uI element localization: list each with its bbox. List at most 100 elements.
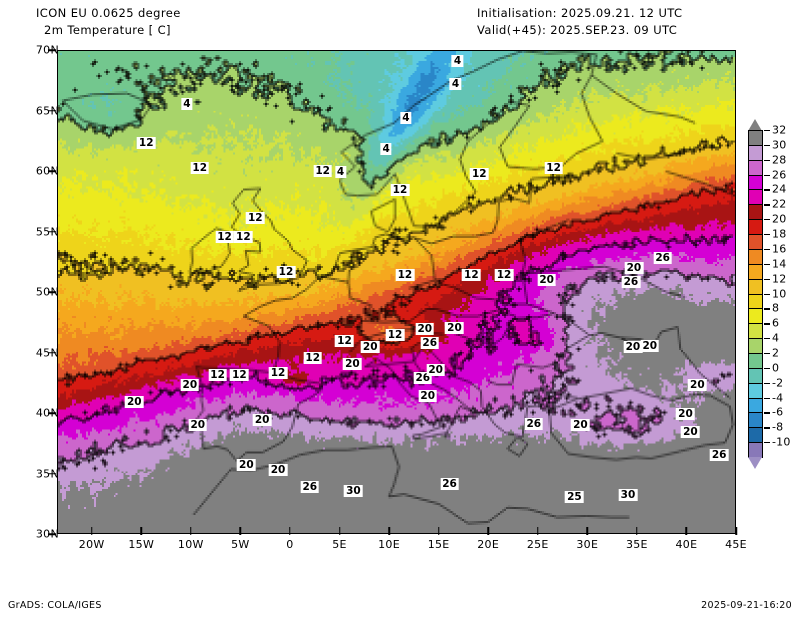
colorbar-segment	[748, 412, 763, 428]
contour-label: 26	[621, 276, 641, 289]
colorbar-tick-label: 32	[772, 123, 787, 137]
longitude-tick-mark	[239, 527, 242, 535]
latitude-tick-label: 50N	[36, 286, 59, 299]
colorbar-tick-label: 12	[772, 272, 787, 286]
contour-label: 20	[180, 378, 200, 391]
colorbar-tick-mark	[764, 248, 770, 251]
contour-label: 12	[136, 136, 156, 149]
contour-label: 12	[230, 369, 249, 382]
temperature-raster	[58, 51, 735, 533]
colorbar-tick-mark	[764, 427, 770, 429]
longitude-tick-label: 15E	[427, 538, 450, 551]
colorbar-tick-label: -2	[772, 376, 784, 390]
colorbar-segment	[748, 323, 763, 339]
latitude-tick-mark	[48, 170, 56, 172]
colorbar-segment	[748, 189, 763, 205]
contour-label: 4	[400, 111, 412, 124]
longitude-tick-mark	[586, 527, 589, 535]
latitude-tick-label: 35N	[36, 467, 59, 480]
longitude-tick-label: 20E	[477, 538, 500, 551]
longitude-tick-mark	[388, 527, 390, 535]
contour-label: 12	[190, 162, 210, 175]
contour-label: 20	[681, 426, 700, 439]
colorbar-segment	[748, 352, 763, 369]
colorbar-segment	[748, 278, 763, 295]
colorbar-segment	[748, 308, 763, 324]
contour-label: 20	[418, 389, 438, 402]
longitude-tick-mark	[437, 527, 440, 535]
latitude-tick-label: 55N	[36, 225, 59, 238]
colorbar-tick-label: 20	[772, 212, 787, 226]
colorbar-tick-label: 4	[772, 331, 780, 345]
contour-label: 12	[395, 268, 415, 281]
contour-label: 26	[440, 478, 459, 491]
latitude-tick-mark	[48, 533, 56, 535]
contour-label: 20	[426, 364, 445, 377]
colorbar-tick-mark	[764, 189, 770, 191]
latitude-tick-label: 40N	[36, 407, 59, 420]
contour-label: 20	[537, 273, 556, 286]
longitude-tick-mark	[289, 527, 291, 535]
latitude-tick-label: 65N	[36, 104, 59, 117]
contour-label: 12	[234, 231, 253, 244]
contour-label: 30	[344, 485, 363, 498]
latitude-tick-mark	[48, 351, 56, 354]
colorbar-tick-mark	[764, 412, 770, 414]
colorbar-tick-mark	[764, 159, 770, 162]
longitude-tick-label: 30E	[576, 538, 599, 551]
contour-label: 12	[215, 231, 234, 244]
contour-label: 25	[565, 491, 584, 504]
longitude-tick-label: 15W	[128, 538, 155, 551]
longitude-tick-label: 35E	[625, 538, 648, 551]
colorbar-tick-label: 24	[772, 182, 787, 196]
contour-label: 20	[676, 408, 695, 420]
longitude-tick-label: 10E	[378, 538, 400, 551]
latitude-tick-mark	[48, 412, 56, 414]
longitude-tick-label: 40E	[675, 538, 698, 551]
longitude-tick-label: 10W	[177, 538, 204, 551]
contour-label: 12	[313, 164, 332, 177]
latitude-tick-label: 30N	[36, 528, 59, 541]
contour-label: 20	[445, 322, 464, 335]
contour-label: 20	[125, 395, 144, 408]
contour-label: 4	[451, 54, 464, 67]
colorbar-tick-label: 18	[772, 227, 787, 241]
contour-label: 12	[462, 268, 481, 281]
contour-label: 26	[300, 480, 320, 493]
contour-label: 20	[688, 378, 707, 391]
colorbar-tick-mark	[764, 442, 770, 444]
contour-label: 4	[181, 98, 193, 111]
temperature-field-canvas	[58, 51, 735, 533]
longitude-tick-label: 5E	[332, 538, 347, 551]
latitude-tick-mark	[48, 230, 56, 233]
contour-label: 12	[276, 266, 296, 279]
longitude-tick-mark	[487, 527, 489, 535]
colorbar-tick-label: 2	[772, 346, 780, 360]
colorbar-segment	[748, 338, 763, 354]
contour-label: 4	[449, 77, 462, 90]
contour-label: 12	[390, 184, 410, 197]
latitude-tick-mark	[48, 291, 56, 293]
colorbar-tick-label: 6	[772, 316, 780, 330]
colorbar-tick-label: -4	[772, 391, 784, 405]
colorbar-segment	[748, 293, 763, 309]
colorbar-tick-label: 8	[772, 301, 780, 315]
latitude-tick-label: 45N	[36, 346, 59, 359]
colorbar-tick-label: 10	[772, 287, 787, 300]
colorbar-tick-mark	[764, 293, 770, 295]
footer-credit: GrADS: COLA/IGES	[8, 600, 102, 611]
header-initialisation-time: Initialisation: 2025.09.21. 12 UTC	[477, 6, 683, 20]
contour-label: 26	[709, 449, 729, 462]
colorbar-segment	[748, 427, 763, 443]
contour-label: 12	[245, 211, 265, 224]
colorbar-segment	[748, 204, 763, 220]
contour-label: 20	[237, 458, 256, 471]
contour-label: 20	[640, 340, 660, 353]
contour-label: 20	[571, 418, 590, 431]
header-valid-time: Valid(+45): 2025.SEP.23. 09 UTC	[477, 23, 678, 37]
colorbar-tick-mark	[764, 130, 770, 132]
longitude-tick-mark	[636, 527, 638, 535]
colorbar-segment	[748, 159, 763, 176]
colorbar-segment	[748, 144, 763, 161]
colorbar-tick-mark	[764, 308, 770, 310]
